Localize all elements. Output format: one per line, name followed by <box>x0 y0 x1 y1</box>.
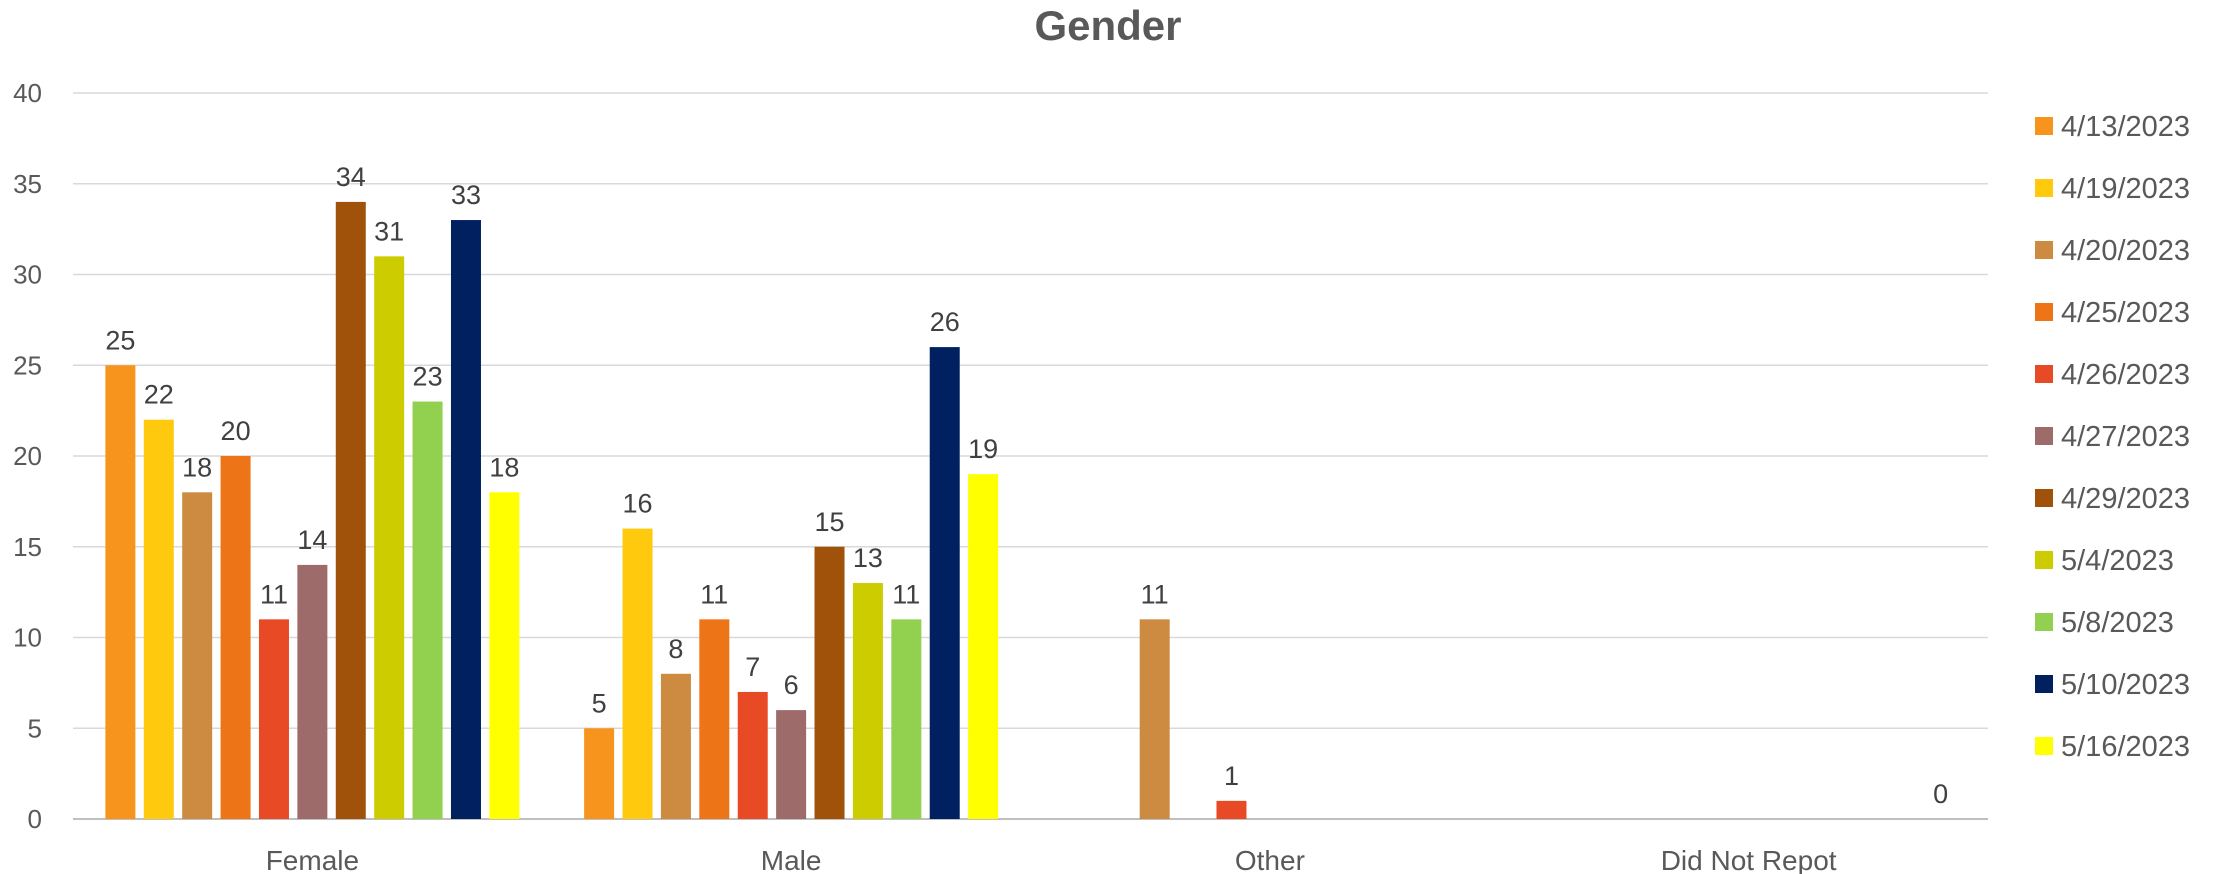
data-label: 6 <box>784 670 799 700</box>
y-tick-label: 25 <box>13 350 42 380</box>
data-label: 11 <box>700 579 728 609</box>
legend-swatch <box>2035 427 2053 445</box>
legend-entry: 4/13/2023 <box>2061 111 2190 143</box>
legend-entry: 4/26/2023 <box>2061 359 2190 391</box>
bar <box>297 564 328 819</box>
data-label: 18 <box>489 452 519 482</box>
bar <box>660 673 691 819</box>
data-label: 11 <box>892 579 920 609</box>
data-label: 8 <box>668 634 683 664</box>
y-tick-label: 40 <box>13 78 42 108</box>
legend-swatch <box>2035 365 2053 383</box>
y-tick-label: 0 <box>28 804 42 834</box>
bar <box>852 583 883 819</box>
data-label: 23 <box>413 362 443 392</box>
bar <box>584 728 615 819</box>
legend-entry: 5/8/2023 <box>2061 607 2174 639</box>
y-tick-label: 15 <box>13 532 42 562</box>
data-label: 5 <box>592 688 607 718</box>
data-label: 13 <box>853 543 883 573</box>
legend-entry: 4/20/2023 <box>2061 235 2190 267</box>
legend-swatch <box>2035 303 2053 321</box>
bar <box>929 347 960 819</box>
y-tick-label: 30 <box>13 260 42 290</box>
data-label: 16 <box>623 489 653 519</box>
legend-entry: 4/29/2023 <box>2061 483 2190 515</box>
bar <box>1216 800 1247 819</box>
data-label: 1 <box>1224 761 1239 791</box>
data-label: 25 <box>105 325 135 355</box>
bar <box>776 710 807 819</box>
chart-title: Gender <box>1034 2 1181 49</box>
data-label: 33 <box>451 180 481 210</box>
bar <box>182 492 213 819</box>
data-label: 31 <box>374 216 404 246</box>
legend-swatch <box>2035 675 2053 693</box>
data-label: 26 <box>930 307 960 337</box>
x-category-label: Female <box>266 845 359 874</box>
bar <box>105 365 136 819</box>
bar <box>450 220 481 820</box>
x-category-label: Male <box>761 845 822 874</box>
bar <box>737 691 768 819</box>
data-label: 34 <box>336 162 366 192</box>
bar <box>968 474 999 819</box>
legend-entry: 5/16/2023 <box>2061 731 2190 763</box>
legend-swatch <box>2035 551 2053 569</box>
bar <box>489 492 520 819</box>
bar <box>412 401 443 819</box>
x-category-label: Other <box>1235 845 1305 874</box>
bar <box>891 619 922 819</box>
y-tick-label: 5 <box>28 713 42 743</box>
bar <box>374 256 405 820</box>
data-labels: 25 22 18 20 11 14 34 31 23 33 18 5 16 8 11 76 15 13 11 26 19… <box>105 162 1948 809</box>
data-label: 22 <box>144 380 174 410</box>
legend-entry: 5/10/2023 <box>2061 669 2190 701</box>
data-label: 15 <box>815 507 845 537</box>
y-tick-label: 10 <box>13 623 42 653</box>
legend: 4/13/2023 4/19/2023 4/20/2023 4/25/2023 4/26… <box>2035 111 2190 763</box>
x-axis-categories: Female Male Other Did Not Repot <box>266 845 1837 874</box>
legend-swatch <box>2035 489 2053 507</box>
bar <box>699 619 730 819</box>
legend-entry: 4/19/2023 <box>2061 173 2190 205</box>
legend-swatch <box>2035 737 2053 755</box>
data-label: 14 <box>297 525 327 555</box>
bar <box>220 456 251 819</box>
y-axis-ticks: 0 5 10 15 20 25 30 35 40 <box>13 78 42 834</box>
data-label: 11 <box>260 579 288 609</box>
data-label: 18 <box>182 452 212 482</box>
y-tick-label: 20 <box>13 441 42 471</box>
legend-entry: 5/4/2023 <box>2061 545 2174 577</box>
bar <box>258 619 289 819</box>
data-label: 19 <box>968 434 998 464</box>
legend-swatch <box>2035 241 2053 259</box>
bars <box>105 201 1247 820</box>
legend-swatch <box>2035 117 2053 135</box>
legend-swatch <box>2035 179 2053 197</box>
bar <box>143 419 174 819</box>
bar <box>1139 619 1170 819</box>
x-category-label: Did Not Repot <box>1661 845 1837 874</box>
legend-swatch <box>2035 613 2053 631</box>
bar <box>622 528 653 819</box>
legend-entry: 4/27/2023 <box>2061 421 2190 453</box>
data-label: 7 <box>745 652 760 682</box>
data-label: 0 <box>1933 779 1948 809</box>
bar <box>335 201 366 819</box>
bar <box>814 546 845 819</box>
data-label: 20 <box>221 416 251 446</box>
data-label: 11 <box>1141 579 1169 609</box>
legend-entry: 4/25/2023 <box>2061 297 2190 329</box>
y-tick-label: 35 <box>13 169 42 199</box>
